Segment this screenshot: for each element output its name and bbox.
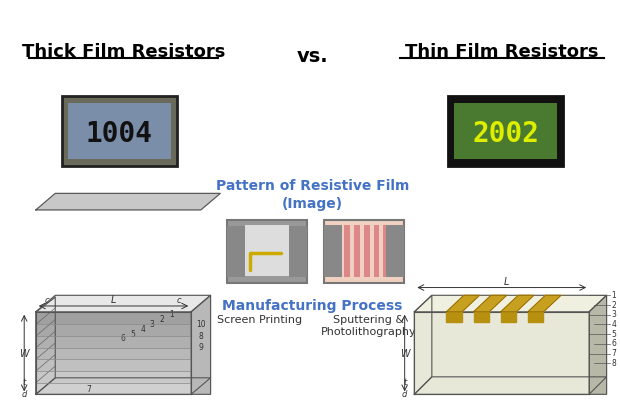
Bar xyxy=(454,103,557,159)
Text: vs.: vs. xyxy=(296,47,328,66)
Text: 2: 2 xyxy=(611,301,616,309)
Polygon shape xyxy=(414,295,432,394)
Text: 6: 6 xyxy=(611,339,616,348)
Polygon shape xyxy=(414,312,589,394)
Bar xyxy=(448,96,563,166)
Bar xyxy=(289,226,307,277)
Text: 3: 3 xyxy=(150,320,155,329)
Bar xyxy=(68,103,170,159)
Text: 8: 8 xyxy=(611,359,616,368)
Polygon shape xyxy=(528,312,544,321)
Polygon shape xyxy=(474,295,507,312)
Text: 3: 3 xyxy=(611,310,616,319)
Text: 10: 10 xyxy=(196,320,206,329)
Text: c: c xyxy=(176,296,181,305)
Text: L: L xyxy=(111,295,116,305)
Text: W: W xyxy=(19,349,29,358)
Text: W: W xyxy=(400,349,409,358)
Text: 5: 5 xyxy=(611,330,616,339)
Bar xyxy=(324,220,404,282)
Bar xyxy=(62,96,177,166)
Bar xyxy=(383,225,389,277)
Polygon shape xyxy=(36,297,55,394)
Text: 6: 6 xyxy=(121,335,126,344)
Text: 8: 8 xyxy=(198,332,203,341)
Polygon shape xyxy=(501,295,534,312)
Text: 1: 1 xyxy=(169,310,174,319)
Bar xyxy=(364,225,370,277)
Text: 9: 9 xyxy=(198,343,203,352)
Polygon shape xyxy=(446,295,479,312)
Text: 5: 5 xyxy=(130,330,135,339)
Bar xyxy=(36,383,191,394)
Bar xyxy=(345,225,350,277)
Bar xyxy=(324,225,342,277)
Polygon shape xyxy=(414,295,606,312)
Text: 1: 1 xyxy=(611,291,616,300)
Bar xyxy=(36,336,191,348)
Text: Screen Printing: Screen Printing xyxy=(216,315,302,325)
Polygon shape xyxy=(36,295,211,312)
Text: 7: 7 xyxy=(611,349,616,358)
Text: 2002: 2002 xyxy=(472,120,539,148)
Text: 1004: 1004 xyxy=(86,120,153,148)
Polygon shape xyxy=(528,295,561,312)
Bar xyxy=(36,348,191,359)
Text: Pattern of Resistive Film
(Image): Pattern of Resistive Film (Image) xyxy=(216,179,409,211)
Text: Thin Film Resistors: Thin Film Resistors xyxy=(405,43,598,61)
Bar xyxy=(227,226,244,277)
Bar xyxy=(354,225,360,277)
Polygon shape xyxy=(474,312,489,321)
Bar xyxy=(36,313,191,325)
Polygon shape xyxy=(36,193,220,210)
Text: L: L xyxy=(504,277,509,287)
Text: 2: 2 xyxy=(160,315,164,324)
Text: t: t xyxy=(22,378,26,387)
Polygon shape xyxy=(446,312,462,321)
Bar xyxy=(36,359,191,371)
Text: 7: 7 xyxy=(87,385,92,394)
Text: Manufacturing Process: Manufacturing Process xyxy=(223,299,402,313)
Text: d: d xyxy=(402,390,407,399)
Text: 4: 4 xyxy=(611,320,616,329)
Text: Thick Film Resistors: Thick Film Resistors xyxy=(22,43,225,61)
Text: 4: 4 xyxy=(140,325,145,334)
Bar xyxy=(244,225,289,276)
Bar xyxy=(36,325,191,336)
Bar xyxy=(374,225,379,277)
Text: Sputtering &
Photolithography: Sputtering & Photolithography xyxy=(321,315,417,337)
Polygon shape xyxy=(501,312,516,321)
Text: c: c xyxy=(44,296,49,305)
Text: t: t xyxy=(403,378,406,387)
Bar xyxy=(386,225,404,277)
Text: d: d xyxy=(22,390,27,399)
Polygon shape xyxy=(36,378,211,394)
Bar xyxy=(36,371,191,383)
Polygon shape xyxy=(414,377,606,394)
Polygon shape xyxy=(589,295,606,394)
Bar xyxy=(227,220,307,282)
Polygon shape xyxy=(191,295,211,394)
